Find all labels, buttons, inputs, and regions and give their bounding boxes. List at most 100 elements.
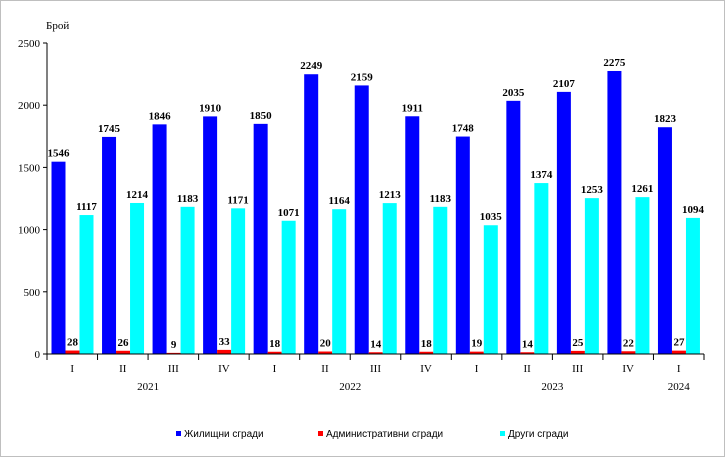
- bar-series-2: [520, 352, 535, 354]
- legend-label: Жилищни сгради: [184, 429, 264, 440]
- data-label: 22: [623, 337, 635, 349]
- data-label: 27: [673, 337, 685, 349]
- bar-series-3: [180, 206, 195, 354]
- x-category-label: I: [70, 363, 74, 375]
- data-label: 1911: [402, 102, 423, 114]
- data-label: 1846: [149, 110, 172, 122]
- bar-series-3: [433, 206, 448, 354]
- bar-series-1: [253, 123, 268, 354]
- bar-series-1: [102, 136, 117, 354]
- bar-series-2: [267, 351, 282, 354]
- bar-series-1: [152, 124, 167, 354]
- y-tick-label: 1500: [18, 162, 41, 174]
- bar-series-3: [332, 209, 347, 354]
- bar-series-2: [65, 350, 80, 354]
- data-label: 18: [421, 338, 433, 350]
- legend-label: Административни сгради: [326, 429, 443, 440]
- data-label: 1374: [530, 169, 553, 181]
- x-category-label: III: [168, 363, 179, 375]
- x-category-label: II: [523, 363, 531, 375]
- bar-series-1: [455, 136, 470, 354]
- bar-series-2: [419, 351, 434, 354]
- data-label: 1748: [452, 123, 475, 135]
- x-category-label: II: [321, 363, 329, 375]
- bar-series-1: [556, 91, 571, 355]
- bar-series-1: [203, 116, 218, 354]
- x-category-label: IV: [420, 363, 432, 375]
- data-label: 18: [269, 338, 281, 350]
- x-category-label: I: [475, 363, 479, 375]
- x-category-label: I: [677, 363, 681, 375]
- bar-series-2: [217, 349, 232, 354]
- data-label: 1213: [379, 189, 402, 201]
- bar-series-2: [318, 351, 333, 354]
- bar-series-3: [534, 183, 549, 354]
- bar-series-3: [483, 225, 498, 354]
- y-tick-label: 0: [35, 349, 41, 361]
- bar-series-2: [116, 350, 131, 354]
- data-label: 2275: [603, 57, 626, 69]
- x-year-label: 2022: [339, 381, 361, 393]
- y-axis-label: Брой: [46, 20, 69, 32]
- bar-series-3: [281, 220, 296, 354]
- bar-series-2: [368, 352, 383, 354]
- x-year-label: 2024: [668, 381, 691, 393]
- bar-series-1: [51, 161, 66, 354]
- data-label: 1546: [48, 148, 71, 160]
- bar-series-3: [685, 217, 700, 354]
- x-category-label: IV: [622, 363, 634, 375]
- bar-series-2: [469, 351, 484, 354]
- data-label: 28: [67, 337, 79, 349]
- bar-series-2: [570, 350, 585, 354]
- data-label: 14: [522, 338, 534, 350]
- legend-swatch: [318, 431, 323, 436]
- data-label: 1035: [480, 211, 503, 223]
- data-label: 1253: [581, 184, 604, 196]
- data-label: 19: [471, 338, 483, 350]
- data-label: 2035: [502, 87, 525, 99]
- bar-series-3: [635, 197, 650, 354]
- data-label: 1183: [177, 193, 199, 205]
- bar-series-2: [621, 351, 636, 354]
- data-label: 1823: [654, 113, 677, 125]
- data-label: 1171: [227, 194, 248, 206]
- data-label: 25: [572, 337, 584, 349]
- data-label: 1214: [126, 189, 149, 201]
- bar-series-3: [130, 202, 145, 354]
- data-label: 2107: [553, 78, 576, 90]
- bar-series-1: [657, 127, 672, 354]
- bar-series-1: [354, 85, 369, 354]
- y-tick-label: 2500: [18, 38, 41, 50]
- x-year-label: 2023: [541, 381, 564, 393]
- legend-swatch: [176, 431, 181, 436]
- data-label: 1071: [278, 207, 300, 219]
- data-label: 9: [171, 339, 177, 351]
- data-label: 1183: [430, 193, 452, 205]
- data-label: 1094: [682, 204, 705, 216]
- data-label: 1164: [328, 195, 350, 207]
- data-label: 1745: [98, 123, 121, 135]
- bar-series-2: [166, 352, 181, 354]
- x-category-label: III: [370, 363, 381, 375]
- data-label: 1910: [199, 102, 222, 114]
- y-tick-label: 500: [24, 287, 41, 299]
- data-label: 33: [219, 336, 231, 348]
- legend-swatch: [500, 431, 505, 436]
- bar-series-3: [584, 198, 599, 354]
- data-label: 2249: [300, 60, 323, 72]
- bar-series-3: [79, 215, 94, 354]
- data-label: 1850: [250, 110, 273, 122]
- data-label: 1117: [76, 201, 97, 213]
- bar-series-1: [607, 70, 622, 355]
- bar-series-1: [506, 100, 521, 354]
- x-category-label: IV: [218, 363, 230, 375]
- y-tick-label: 2000: [18, 100, 41, 112]
- x-year-label: 2021: [137, 381, 159, 393]
- data-label: 2159: [351, 71, 374, 83]
- x-category-label: III: [572, 363, 583, 375]
- y-tick-label: 1000: [18, 225, 41, 237]
- legend-label: Други сгради: [508, 429, 568, 440]
- bar-series-1: [405, 116, 420, 354]
